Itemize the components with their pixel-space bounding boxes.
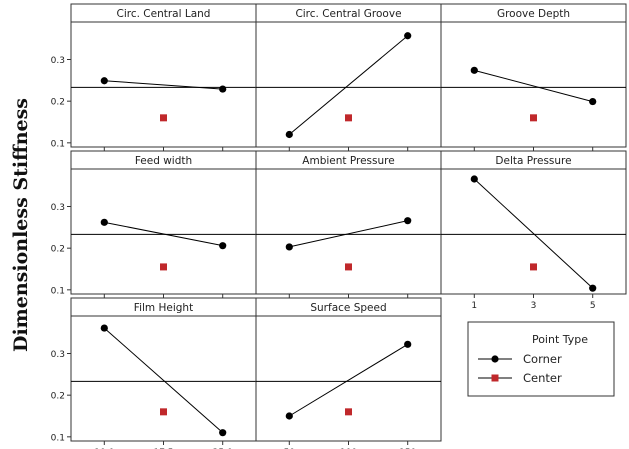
legend-item-corner: Corner — [478, 352, 562, 366]
panel-2: Groove Depth0.00001500.00002750.0000400 — [440, 3, 627, 164]
corner-line — [473, 178, 594, 289]
panel-frame — [70, 297, 257, 442]
legend-item-center: Center — [478, 371, 562, 385]
panel-0: Circ. Central Land0.001500.002250.003000… — [51, 3, 257, 164]
center-point — [345, 263, 352, 271]
corner-point — [219, 85, 227, 93]
panel-5: Delta Pressure 1 3 5 — [440, 150, 627, 311]
corner-point — [219, 429, 227, 437]
center-point — [160, 408, 167, 416]
panel-frame — [440, 150, 627, 295]
corner-line — [289, 220, 408, 248]
corner-point — [219, 242, 227, 250]
panel-title: Feed width — [135, 155, 192, 167]
legend-center-label: Center — [523, 371, 562, 385]
panel-7: Surface Speed50100150 — [255, 297, 442, 449]
y-axis-label: Dimensionless Stiffness — [10, 98, 32, 352]
panel-title: Ambient Pressure — [302, 155, 394, 167]
legend-corner-label: Corner — [523, 352, 562, 366]
corner-point — [285, 243, 293, 251]
y-tick-label: 0.3 — [51, 350, 65, 360]
y-tick-label: 0.2 — [51, 392, 65, 402]
panel-title: Groove Depth — [497, 8, 570, 20]
x-tick-label: 3 — [531, 301, 537, 311]
corner-line — [104, 221, 223, 247]
corner-line — [474, 69, 593, 103]
corner-point — [404, 340, 412, 348]
corner-line — [289, 343, 408, 417]
y-tick-label: 0.3 — [51, 203, 65, 213]
panel-frame — [70, 150, 257, 295]
y-tick-label: 0.2 — [51, 98, 65, 108]
corner-point — [285, 130, 293, 139]
corner-point — [285, 412, 293, 420]
panel-title: Delta Pressure — [495, 155, 571, 167]
center-point — [160, 114, 167, 122]
legend-title: Point Type — [532, 333, 588, 346]
y-tick-label: 0.1 — [51, 433, 65, 443]
y-tick-label: 0.2 — [51, 245, 65, 255]
legend: Point Type Corner Center — [467, 321, 615, 397]
corner-point — [100, 218, 108, 226]
x-tick-label: 5 — [590, 301, 596, 311]
center-point — [345, 114, 352, 122]
corner-point — [589, 97, 597, 106]
corner-point — [589, 284, 597, 292]
panel-frame — [255, 150, 442, 295]
corner-point — [404, 217, 412, 225]
center-point — [530, 263, 537, 271]
panel-title: Circ. Central Land — [117, 8, 211, 20]
corner-line — [103, 327, 224, 434]
panel-frame — [255, 297, 442, 442]
corner-point — [100, 77, 108, 85]
panel-1: Circ. Central Groove0.010.030.05 — [255, 3, 442, 164]
panel-title: Surface Speed — [310, 302, 386, 314]
x-tick-label: 1 — [471, 301, 477, 311]
y-tick-label: 0.1 — [51, 286, 65, 296]
panel-frame — [70, 3, 257, 148]
center-point — [160, 263, 167, 271]
legend-center-marker — [491, 374, 499, 382]
panel-frame — [255, 3, 442, 148]
corner-point — [404, 32, 412, 40]
y-tick-label: 0.1 — [51, 139, 65, 149]
legend-corner-marker — [491, 355, 499, 363]
panel-frame — [440, 3, 627, 148]
panel-6: Film Height10.017.525.00.10.20.3 — [51, 297, 257, 449]
corner-line — [288, 35, 409, 135]
corner-point — [470, 66, 478, 74]
center-point — [530, 114, 537, 122]
corner-point — [100, 324, 108, 332]
y-tick-label: 0.3 — [51, 56, 65, 66]
center-point — [345, 408, 352, 416]
corner-point — [470, 175, 478, 183]
panel-title: Circ. Central Groove — [295, 8, 401, 20]
corner-line — [104, 80, 223, 90]
panel-title: Film Height — [134, 302, 193, 314]
